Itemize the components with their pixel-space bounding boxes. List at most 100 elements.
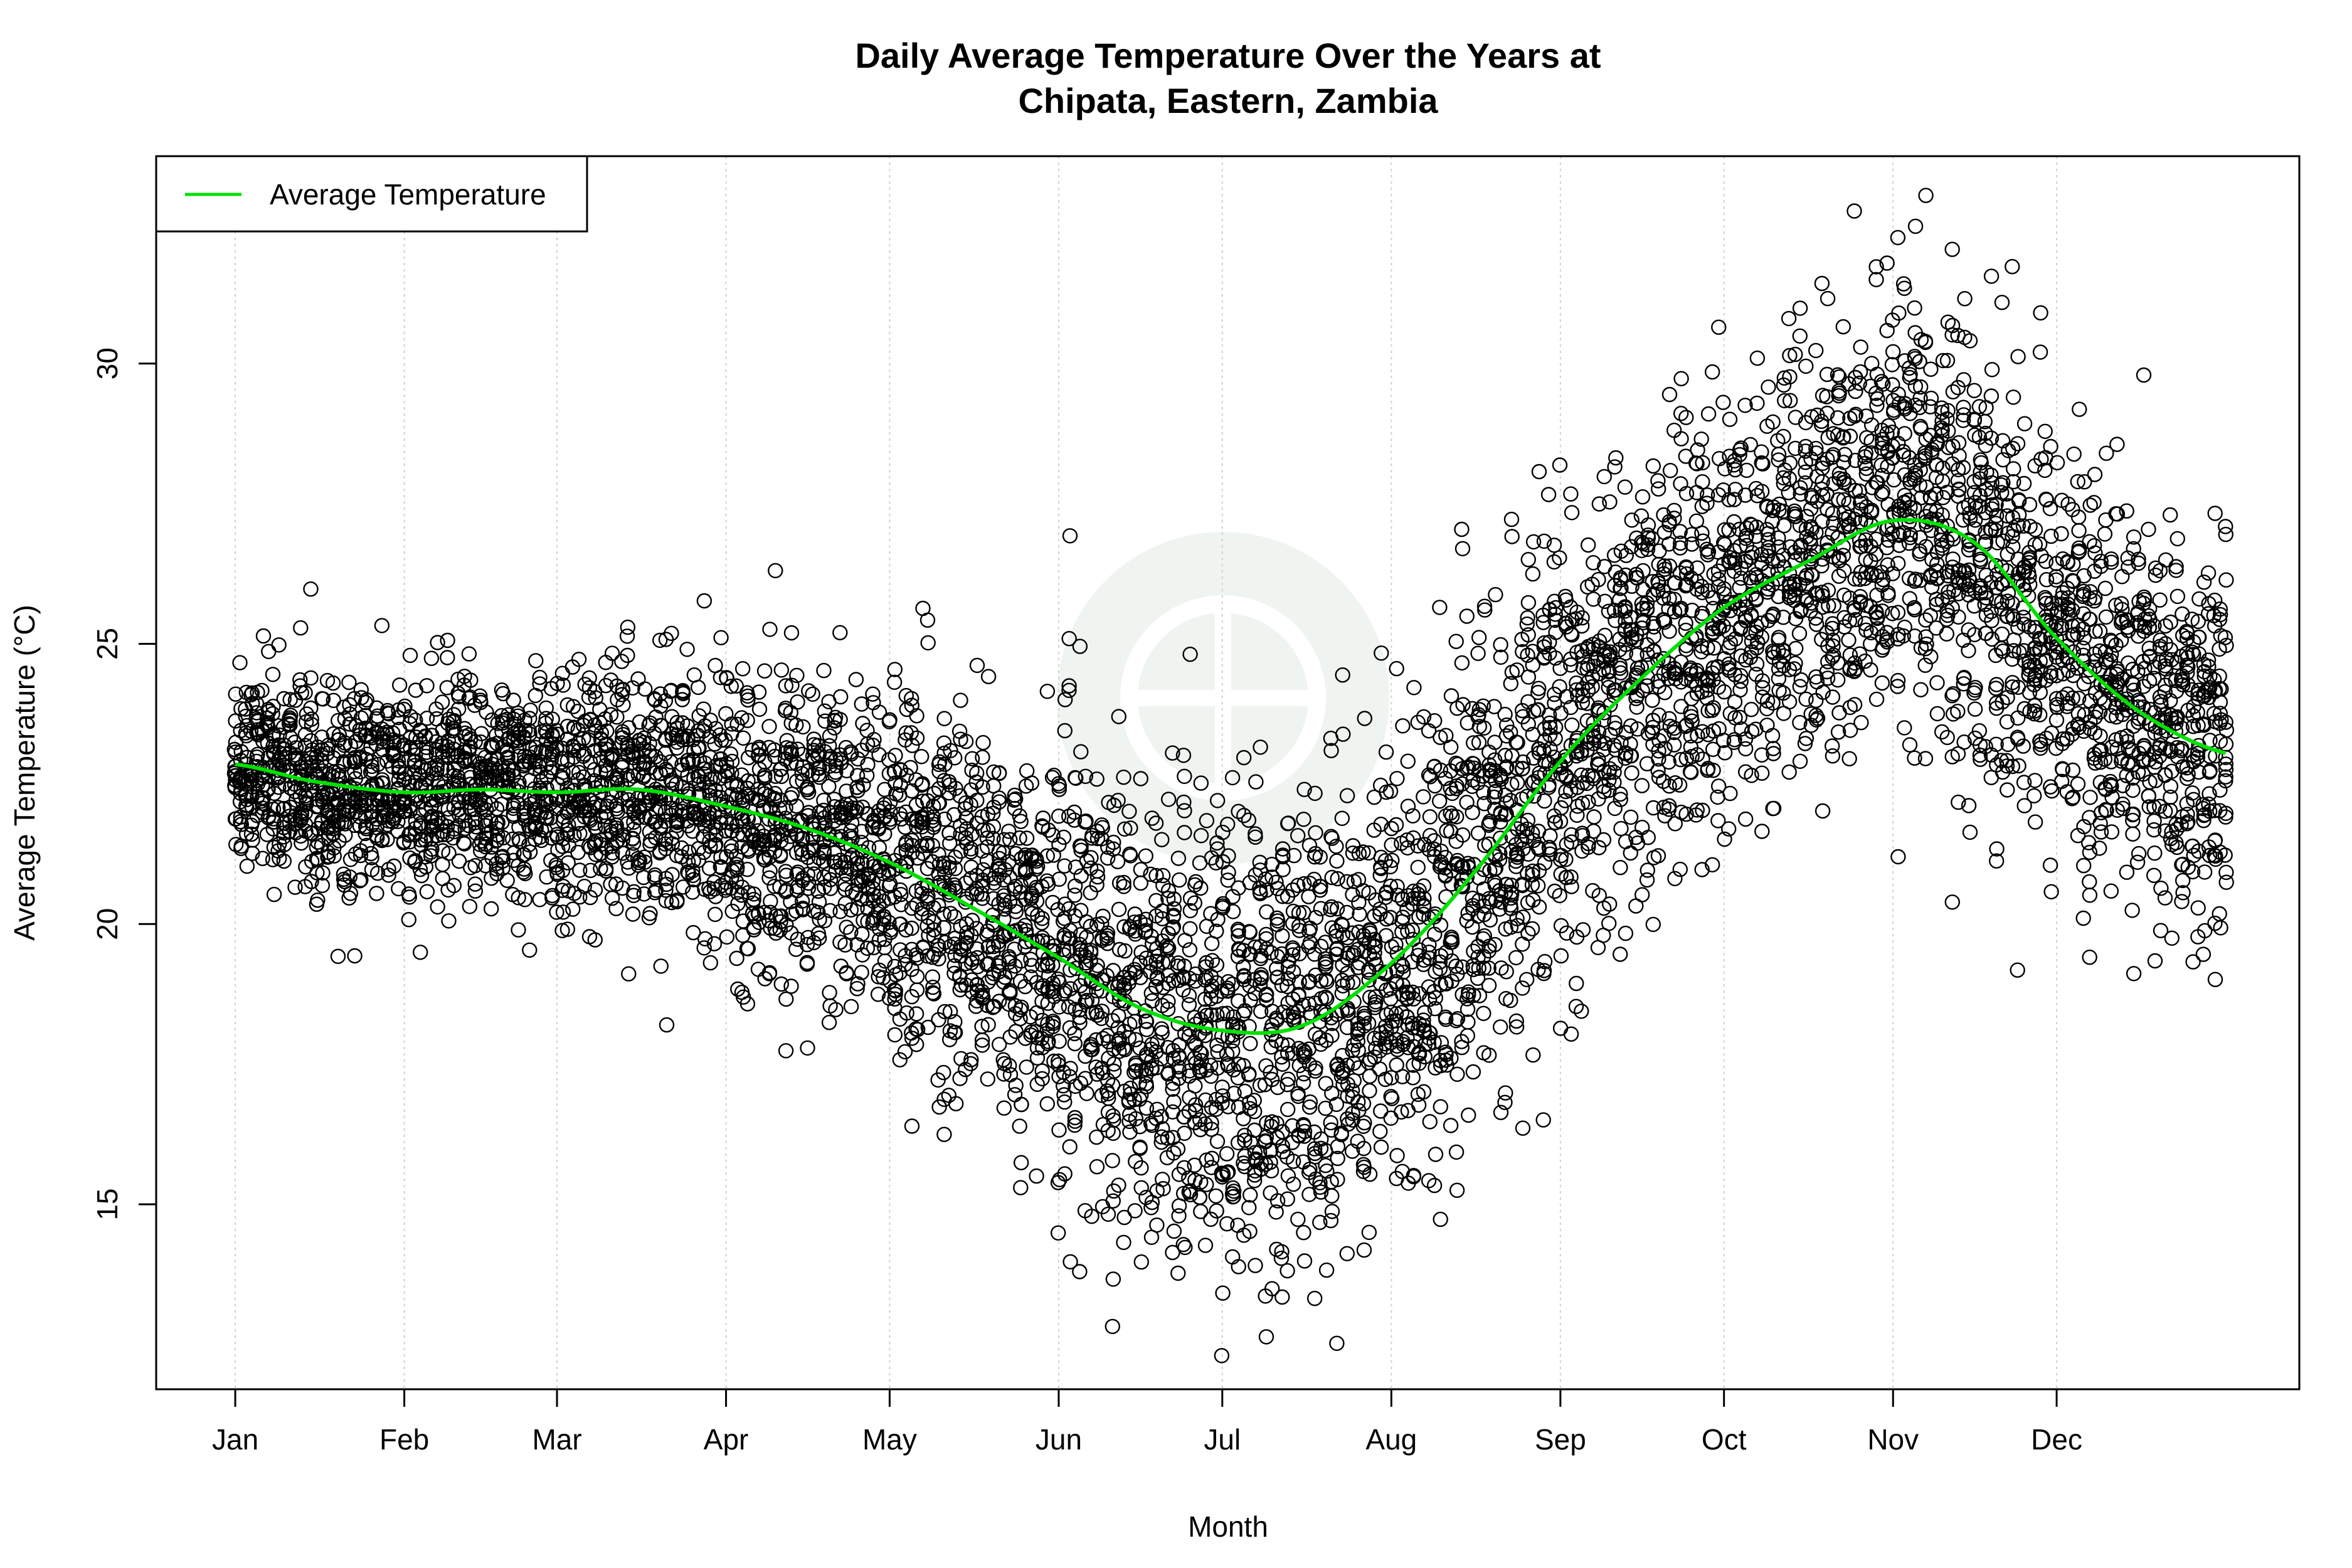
data-point [773,768,790,785]
data-point [1361,972,1377,988]
data-point [1241,812,1257,828]
data-point [1645,800,1661,816]
data-point [658,882,674,898]
data-point [1263,1163,1279,1179]
data-point [1651,733,1667,749]
data-point [287,734,303,750]
data-point [730,981,746,997]
data-point [1716,581,1732,596]
data-point [751,684,767,700]
data-point [451,701,467,717]
data-point [952,1071,968,1086]
data-point [681,844,697,860]
data-point [1497,1094,1513,1110]
data-point [783,894,798,909]
data-point [1133,1160,1149,1176]
data-point [1574,795,1591,812]
data-point [1540,487,1557,502]
data-point [1454,655,1470,671]
data-point [1177,825,1192,840]
data-point [593,845,609,861]
data-point [1209,1203,1224,1219]
data-point [1175,1237,1192,1253]
data-point [1172,1063,1187,1079]
data-point [1373,1103,1389,1119]
data-point [1280,995,1296,1011]
data-point [800,849,816,866]
data-point [1067,859,1084,875]
data-point [494,814,510,830]
data-point [1008,1078,1024,1093]
data-point [1335,726,1351,742]
data-point [1487,783,1503,800]
data-point [800,1040,815,1056]
data-point [232,655,248,670]
data-point [1258,987,1274,1004]
data-point [1123,1080,1138,1096]
data-point [903,691,919,707]
data-point [1368,994,1384,1010]
data-point [1138,911,1154,928]
data-point [1394,924,1410,940]
data-point [1144,993,1160,1009]
data-point [1273,1250,1290,1266]
data-point [996,1100,1012,1116]
data-point [571,652,587,667]
data-point [1258,1329,1274,1345]
data-point [1531,681,1547,696]
data-point [669,817,685,834]
data-point [549,675,565,691]
data-point [1160,968,1177,983]
data-point [289,740,304,756]
data-point [1497,748,1513,763]
data-point [1181,997,1197,1013]
data-point [1062,923,1078,938]
data-point [887,748,903,763]
data-point [337,827,353,843]
data-point [1068,770,1084,787]
data-point [1356,1242,1372,1258]
data-point [1547,883,1563,899]
data-point [1634,778,1650,793]
data-point [549,904,564,920]
data-point [790,741,806,757]
data-point [1586,823,1602,839]
data-point [1248,829,1263,845]
data-point [882,712,898,728]
data-point [1406,891,1422,906]
data-point [369,865,386,881]
data-point [1476,881,1492,897]
data-point [843,924,859,940]
data-point [1416,1012,1431,1028]
data-point [1613,665,1629,681]
data-point [1061,682,1077,699]
data-point [282,692,298,707]
data-point [1476,1005,1491,1022]
data-point [1203,1057,1219,1073]
data-point [1209,923,1224,939]
data-point [1710,813,1726,829]
data-point [1291,1057,1308,1074]
data-point [1215,900,1231,916]
data-point [581,689,597,706]
data-point [1470,825,1486,841]
data-point [1362,1083,1377,1099]
data-point [795,902,811,918]
data-point [1531,863,1547,879]
data-point [1449,1010,1466,1027]
data-point [1268,1204,1284,1220]
data-point [1072,1015,1088,1030]
data-point [663,754,679,770]
data-point [1460,987,1476,1003]
data-point [310,892,326,908]
data-point [1552,660,1568,676]
data-point [1733,440,1749,456]
data-point [1323,1115,1338,1131]
data-point [1558,768,1574,784]
data-point [925,809,941,825]
data-point [270,800,286,815]
data-point [1024,933,1040,950]
data-point [871,704,887,720]
data-point [1672,861,1688,877]
data-point [914,777,930,793]
